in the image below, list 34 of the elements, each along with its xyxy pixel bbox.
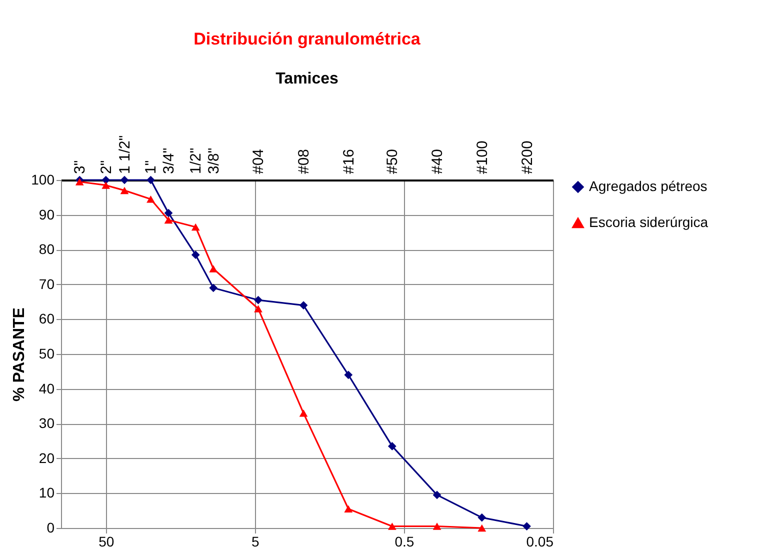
y-tick-label: 60 [38,310,55,327]
text: 3/4" [160,148,178,174]
y-tick-label: 80 [38,241,55,258]
text: #08 [296,148,313,174]
x-tick-label: 0.05 [526,534,554,550]
y-tick-label: 40 [38,380,55,396]
y-tick-label: 100 [31,172,55,188]
text: 1/2" [188,148,205,174]
x-tick-label: 0.5 [394,534,414,550]
y-tick-label: 0 [46,520,55,536]
y-tick-label: 90 [38,206,55,222]
text: Tamices [276,70,339,88]
text: 1 1/2" [116,135,134,174]
text: 1" [142,160,160,174]
x-tick-label: 5 [252,534,260,550]
text: #16 [340,148,358,174]
y-axis-title: % PASANTE [11,307,28,402]
y-tick-label: 10 [38,484,55,501]
text: 2" [98,160,115,174]
y-tick-label: 70 [38,276,55,292]
legend-label: Escoria siderúrgica [589,214,708,230]
text: #100 [474,140,491,174]
text: #50 [384,148,402,174]
x-tick-label: 50 [98,534,114,550]
text: 3/8" [205,148,222,174]
y-tick-label: 30 [38,415,55,432]
text: 3" [72,160,89,174]
text: #200 [518,140,536,174]
text: #40 [429,148,446,174]
text: #04 [250,148,268,174]
chart-title: Distribución granulométrica [194,29,421,48]
y-tick-label: 20 [38,450,55,466]
y-tick-label: 50 [38,346,55,362]
legend-label: Agregados pétreos [589,178,708,194]
